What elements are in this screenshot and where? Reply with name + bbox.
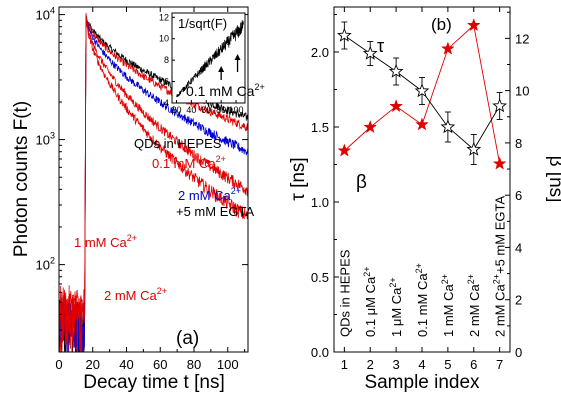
beta-point — [415, 117, 429, 131]
panel-a-y-tick-label: 102 — [36, 256, 55, 273]
panel-a-x-tick-label: 100 — [217, 357, 239, 372]
inset-x-tick-label: 80 — [216, 105, 226, 115]
tau-point — [492, 98, 508, 113]
inset-y-tick-label: 12 — [159, 12, 169, 22]
tau-series-label: τ — [377, 36, 384, 56]
tau-point — [336, 27, 352, 42]
inset-x-tick-label: 40 — [186, 105, 196, 115]
panel-b-series — [336, 18, 508, 170]
decay-curve-egta — [59, 15, 248, 352]
sample-label: 1 mM Ca2+ — [440, 274, 456, 337]
inset-x-tick-label: 20 — [171, 105, 181, 115]
panel-b-left-tick-label: 0.0 — [311, 345, 329, 360]
inset-y-label: 1/sqrt(F) — [178, 16, 227, 31]
panel-b-x-tick-label: 3 — [393, 357, 400, 372]
beta-series-label: β — [356, 172, 367, 193]
panel-b-left-axis-title: τ [ns] — [288, 157, 309, 200]
sample-label: QDs in HEPES — [337, 249, 352, 337]
inset-arrows — [218, 54, 241, 80]
beta-point — [492, 156, 507, 170]
sample-label: 0.1 μM Ca2+ — [362, 267, 378, 338]
decay-curve-c1 — [59, 15, 248, 352]
inset-y-tick-label: 8 — [164, 55, 169, 65]
panel-a-x-axis-title: Decay time t [ns] — [83, 372, 225, 393]
panel-b-right-tick-label: 0 — [515, 345, 522, 360]
panel-a-x-tick-label: 60 — [153, 357, 167, 372]
panel-a-y-tick-label: 103 — [36, 131, 55, 148]
tau-point — [362, 45, 378, 60]
panel-b-x-tick-label: 1 — [341, 357, 348, 372]
label-0.1mM: 0.1 mM Ca2+ — [152, 154, 226, 171]
panel-b-x-tick-label: 6 — [470, 357, 477, 372]
tau-point — [440, 119, 456, 134]
panel-b-left-tick-label: 1.5 — [311, 120, 329, 135]
label-1mM: 1 mM Ca2+ — [74, 233, 137, 250]
label-egta-line1: 2 mM Ca2+ — [178, 186, 241, 203]
panel-b-x-axis-title: Sample index — [364, 372, 480, 393]
inset-x-tick-label: 100 — [229, 105, 244, 115]
beta-point — [466, 18, 481, 32]
panel-b-right-tick-label: 12 — [515, 31, 529, 46]
beta-point — [337, 143, 352, 157]
panel-b-right-tick-label: 4 — [515, 240, 522, 255]
inset-y-tick-label: 10 — [159, 34, 169, 44]
decay-curve-c2 — [59, 16, 248, 352]
tau-point — [414, 83, 430, 98]
beta-point — [389, 99, 404, 113]
inset-plot: 20 40 60 80 100 4 6 8 10 12 1/sqrt(F) 0.1 mM Ca2+ — [159, 12, 265, 115]
panel-a-x-tick-label: 0 — [55, 357, 62, 372]
panel-b-right-axis-title: β [ns] — [545, 156, 561, 203]
panel-a-x-tick-label: 20 — [86, 357, 100, 372]
panel-b-x-tick-label: 4 — [418, 357, 425, 372]
tau-point — [466, 141, 482, 156]
panel-a-label: (a) — [176, 328, 199, 349]
inset-annotation: 0.1 mM Ca2+ — [186, 82, 265, 99]
inset-y-tick-label: 6 — [164, 77, 169, 87]
panel-a-y-tick-label: 104 — [36, 6, 55, 23]
inset-arrow-head — [218, 66, 225, 72]
sample-label: 2 mM Ca2++5 mM EGTA — [492, 196, 508, 337]
panel-a-x-tick-label: 80 — [187, 357, 201, 372]
panel-b-right-tick-label: 2 — [515, 293, 522, 308]
panel-b-right-tick-label: 8 — [515, 136, 522, 151]
inset-line — [176, 19, 244, 98]
label-2mM: 2 mM Ca2+ — [104, 286, 167, 303]
panel-b-left-tick-label: 0.5 — [311, 270, 329, 285]
panel-b-x-tick-label: 5 — [444, 357, 451, 372]
panel-b-left-tick-label: 1.0 — [311, 195, 329, 210]
sample-labels: QDs in HEPES 0.1 μM Ca2+ 1 μM Ca2+ 0.1 mM C… — [337, 196, 507, 337]
inset-ticks: 20 40 60 80 100 4 6 8 10 12 — [159, 12, 244, 115]
decay-curve-hepes — [59, 15, 248, 352]
inset-y-tick-label: 4 — [164, 98, 169, 108]
decay-curve-c01 — [59, 12, 248, 352]
beta-point — [440, 41, 455, 55]
panel-b-right-tick-label: 10 — [515, 84, 529, 99]
panel-a-y-axis-title: Photon counts F(t) — [11, 101, 32, 257]
sample-label: 1 μM Ca2+ — [388, 277, 404, 337]
panel-a-x-tick-label: 40 — [119, 357, 133, 372]
label-hepes: QDs in HEPES — [134, 136, 222, 151]
inset-trace — [176, 19, 244, 98]
beta-point — [363, 119, 378, 134]
inset-x-tick-label: 60 — [201, 105, 211, 115]
panel-b-label: (b) — [431, 15, 452, 34]
panel-a-frame — [58, 6, 249, 353]
sample-label: 2 mM Ca2+ — [466, 274, 482, 337]
panel-b-x-tick-label: 7 — [496, 357, 503, 372]
panel-b-right-tick-label: 6 — [515, 188, 522, 203]
label-egta-line2: +5 mM EGTA — [176, 204, 254, 219]
sample-label: 0.1 mM Ca2+ — [414, 263, 430, 337]
panel-b-left-tick-label: 2.0 — [311, 45, 329, 60]
inset-frame — [171, 12, 246, 104]
panel-b-x-tick-label: 2 — [367, 357, 374, 372]
tau-point — [388, 63, 404, 78]
decay-curves — [59, 12, 248, 352]
inset-arrow-head — [234, 54, 241, 60]
